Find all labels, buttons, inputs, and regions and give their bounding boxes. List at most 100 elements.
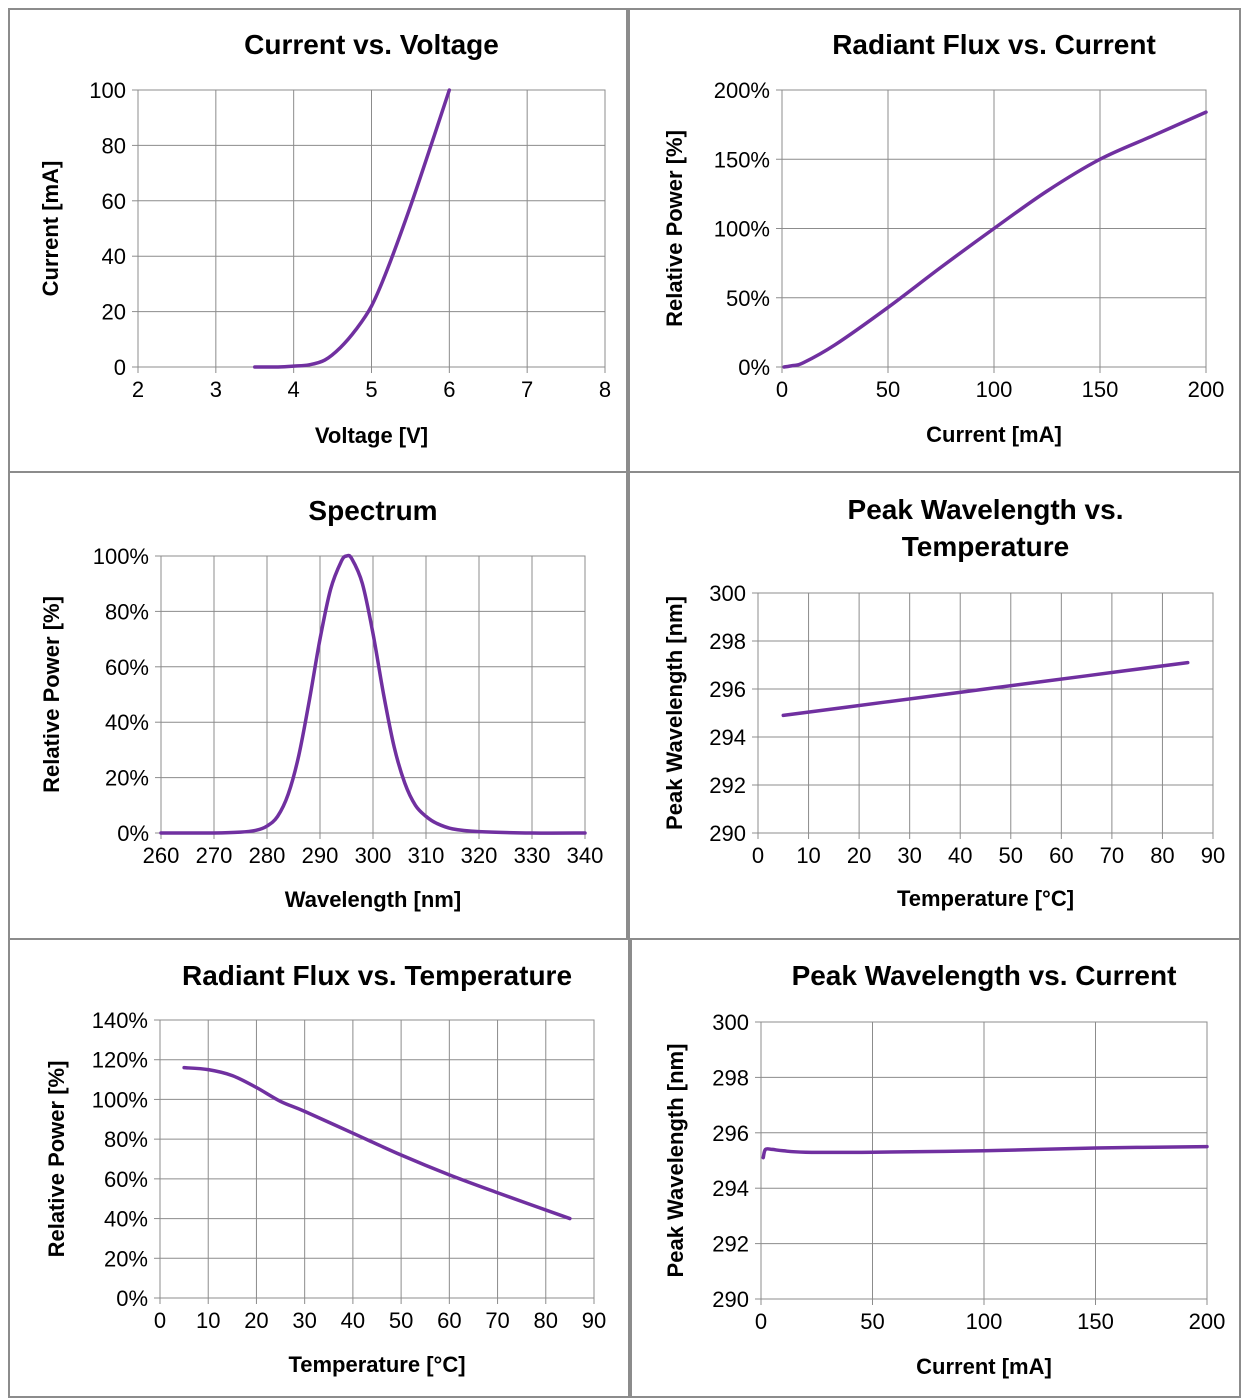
x-tick-label: 260: [143, 843, 180, 868]
x-tick-label: 10: [796, 843, 820, 868]
y-tick-label: 60%: [104, 1167, 148, 1192]
x-tick-label: 100: [976, 377, 1013, 402]
y-tick-label: 296: [709, 677, 746, 702]
series-line: [781, 660, 1190, 718]
x-tick-label: 40: [948, 843, 972, 868]
y-tick-label: 100%: [714, 217, 770, 242]
y-tick-label: 20: [102, 300, 126, 325]
radiant-flux-vs-current-panel: Radiant Flux vs. Current 0 50 100 150 200 0% 50…: [628, 8, 1241, 473]
y-axis-label: Relative Power [%]: [44, 1061, 69, 1258]
y-tick-label: 40%: [104, 1207, 148, 1232]
chart-svg: Radiant Flux vs. Current 0 50 100 150 200 0% 50…: [662, 29, 1225, 447]
x-tick-label: 150: [1077, 1309, 1114, 1334]
x-tick-label: 0: [752, 843, 764, 868]
x-tick-label: 100: [966, 1309, 1003, 1334]
y-tick-label: 200%: [714, 78, 770, 103]
x-tick-label: 50: [860, 1309, 884, 1334]
chart-title: Temperature: [902, 531, 1070, 562]
x-tick-label: 80: [534, 1308, 558, 1333]
x-tick-label: 50: [389, 1308, 413, 1333]
y-tick-label: 150%: [714, 147, 770, 172]
y-tick-label: 100%: [92, 1087, 148, 1112]
y-tick-label: 60%: [105, 655, 149, 680]
y-tick-label: 100%: [93, 544, 149, 569]
series-line: [159, 553, 587, 835]
y-tick-label: 100: [89, 78, 126, 103]
x-tick-label: 330: [514, 843, 551, 868]
x-tick-label: 60: [437, 1308, 461, 1333]
y-tick-label: 20%: [104, 1246, 148, 1271]
y-axis-label: Peak Wavelength [nm]: [662, 596, 687, 830]
chart-title: Spectrum: [308, 495, 437, 526]
x-tick-label: 90: [1201, 843, 1225, 868]
x-tick-label: 270: [196, 843, 233, 868]
y-axis-label: Relative Power [%]: [39, 596, 64, 793]
y-tick-label: 0: [114, 355, 126, 380]
x-axis-label: Voltage [V]: [315, 423, 428, 448]
x-tick-label: 280: [249, 843, 286, 868]
x-tick-label: 0: [154, 1308, 166, 1333]
peak-wavelength-vs-temperature-panel: Peak Wavelength vs. Temperature 0 10 20 30 40 5…: [628, 471, 1241, 940]
x-tick-label: 200: [1188, 377, 1225, 402]
y-axis-label: Peak Wavelength [nm]: [663, 1044, 688, 1278]
x-tick-label: 70: [485, 1308, 509, 1333]
x-tick-label: 300: [355, 843, 392, 868]
chart-svg: Peak Wavelength vs. Current 0 50 100 150 200 2…: [663, 960, 1226, 1379]
x-tick-label: 310: [408, 843, 445, 868]
x-axis-label: Current [mA]: [926, 422, 1062, 447]
plot-area-border: [757, 592, 1214, 834]
chart-svg: Radiant Flux vs. Temperature 0 10 20 30 40 50 6…: [44, 960, 606, 1377]
x-axis-label: Temperature [°C]: [897, 886, 1074, 911]
x-axis-label: Wavelength [nm]: [285, 887, 461, 912]
x-tick-label: 7: [521, 377, 533, 402]
y-tick-label: 40: [102, 244, 126, 269]
chart-title: Radiant Flux vs. Temperature: [182, 960, 572, 991]
x-tick-label: 40: [341, 1308, 365, 1333]
x-tick-label: 30: [292, 1308, 316, 1333]
x-tick-label: 320: [461, 843, 498, 868]
y-axis-label: Current [mA]: [38, 161, 63, 297]
y-tick-label: 80%: [105, 599, 149, 624]
radiant-flux-vs-temperature-panel: Radiant Flux vs. Temperature 0 10 20 30 40 50 6…: [8, 938, 630, 1398]
x-tick-label: 60: [1049, 843, 1073, 868]
y-tick-label: 50%: [726, 286, 770, 311]
y-tick-label: 290: [712, 1287, 749, 1312]
y-tick-label: 0%: [116, 1286, 148, 1311]
y-tick-label: 0%: [738, 355, 770, 380]
x-tick-label: 6: [443, 377, 455, 402]
y-tick-label: 20%: [105, 766, 149, 791]
series-line: [782, 110, 1208, 369]
x-tick-label: 2: [132, 377, 144, 402]
x-tick-label: 290: [302, 843, 339, 868]
x-tick-label: 200: [1189, 1309, 1226, 1334]
x-tick-label: 50: [876, 377, 900, 402]
series-line: [761, 1144, 1209, 1160]
y-tick-label: 290: [709, 821, 746, 846]
chart-title: Peak Wavelength vs.: [848, 494, 1124, 525]
x-tick-label: 20: [244, 1308, 268, 1333]
x-tick-label: 20: [847, 843, 871, 868]
series-line: [253, 88, 452, 369]
x-tick-label: 90: [582, 1308, 606, 1333]
x-tick-label: 70: [1100, 843, 1124, 868]
y-tick-label: 0%: [117, 821, 149, 846]
x-tick-label: 0: [755, 1309, 767, 1334]
x-tick-label: 5: [365, 377, 377, 402]
chart-svg: Peak Wavelength vs. Temperature 0 10 20 30 40 5…: [662, 494, 1225, 911]
x-tick-label: 0: [776, 377, 788, 402]
y-tick-label: 40%: [105, 710, 149, 735]
y-tick-label: 298: [709, 629, 746, 654]
y-tick-label: 80: [102, 133, 126, 158]
y-axis-label: Relative Power [%]: [662, 130, 687, 327]
x-tick-label: 50: [999, 843, 1023, 868]
x-tick-label: 10: [196, 1308, 220, 1333]
y-tick-label: 292: [709, 773, 746, 798]
x-tick-label: 30: [897, 843, 921, 868]
y-tick-label: 294: [709, 725, 746, 750]
chart-title: Peak Wavelength vs. Current: [792, 960, 1177, 991]
y-tick-label: 292: [712, 1232, 749, 1257]
y-tick-label: 140%: [92, 1008, 148, 1033]
y-tick-label: 300: [709, 581, 746, 606]
x-tick-label: 8: [599, 377, 611, 402]
